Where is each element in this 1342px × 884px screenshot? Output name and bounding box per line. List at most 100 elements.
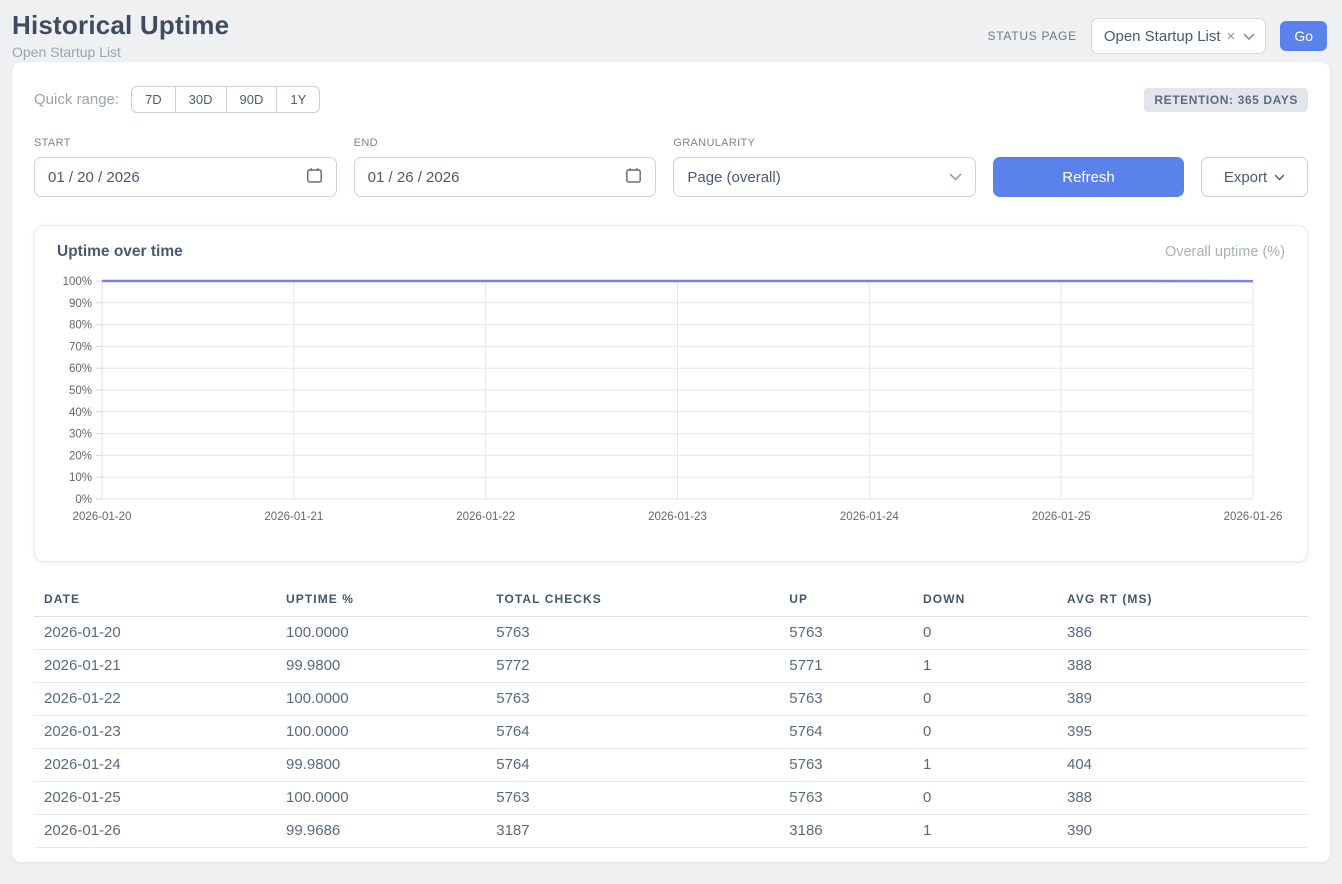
status-page-select[interactable]: Open Startup List × (1091, 18, 1267, 54)
end-date-value: 01 / 26 / 2026 (368, 169, 460, 186)
table-row: 2026-01-25100.0000576357630388 (34, 782, 1308, 815)
table-cell: 100.0000 (276, 617, 486, 650)
svg-text:2026-01-22: 2026-01-22 (456, 511, 515, 523)
table-cell: 1 (913, 650, 1057, 683)
quick-range-button-90d[interactable]: 90D (226, 86, 278, 113)
table-row: 2026-01-23100.0000576457640395 (34, 716, 1308, 749)
svg-text:30%: 30% (69, 429, 92, 441)
chevron-down-icon (1274, 169, 1285, 186)
table-cell: 2026-01-25 (34, 782, 276, 815)
status-page-value: Open Startup List (1104, 28, 1221, 45)
table-cell: 5764 (486, 749, 779, 782)
clear-selection-icon[interactable]: × (1227, 28, 1236, 45)
start-label: START (34, 137, 337, 149)
table-cell: 388 (1057, 650, 1308, 683)
calendar-icon[interactable] (625, 167, 642, 188)
svg-text:70%: 70% (69, 341, 92, 353)
quick-range-button-7d[interactable]: 7D (131, 86, 176, 113)
main-panel: Quick range: 7D30D90D1Y RETENTION: 365 D… (12, 62, 1330, 862)
table-cell: 99.9800 (276, 749, 486, 782)
uptime-chart-card: Uptime over time Overall uptime (%) 0% 10… (34, 225, 1308, 562)
quick-range-group: 7D30D90D1Y (131, 86, 320, 113)
quick-range-label: Quick range: (34, 91, 119, 108)
svg-text:2026-01-26: 2026-01-26 (1224, 511, 1283, 523)
table-cell: 5763 (779, 683, 913, 716)
column-header: UP (779, 588, 913, 617)
go-button[interactable]: Go (1280, 21, 1327, 51)
table-cell: 2026-01-23 (34, 716, 276, 749)
table-cell: 1 (913, 815, 1057, 848)
column-header: TOTAL CHECKS (486, 588, 779, 617)
table-cell: 2026-01-20 (34, 617, 276, 650)
svg-text:100%: 100% (63, 276, 92, 288)
table-cell: 404 (1057, 749, 1308, 782)
export-button[interactable]: Export (1201, 157, 1308, 197)
table-cell: 5763 (486, 617, 779, 650)
table-cell: 3187 (486, 815, 779, 848)
table-cell: 389 (1057, 683, 1308, 716)
table-row: 2026-01-2199.9800577257711388 (34, 650, 1308, 683)
table-cell: 2026-01-24 (34, 749, 276, 782)
table-cell: 100.0000 (276, 683, 486, 716)
table-cell: 5772 (486, 650, 779, 683)
table-cell: 5763 (779, 782, 913, 815)
granularity-select[interactable]: Page (overall) (673, 157, 976, 197)
svg-text:0%: 0% (75, 494, 92, 506)
svg-text:90%: 90% (69, 298, 92, 310)
export-label: Export (1224, 169, 1267, 186)
quick-range-button-1y[interactable]: 1Y (276, 86, 320, 113)
svg-text:60%: 60% (69, 363, 92, 375)
table-cell: 0 (913, 716, 1057, 749)
table-cell: 100.0000 (276, 716, 486, 749)
table-cell: 5763 (486, 683, 779, 716)
table-row: 2026-01-20100.0000576357630386 (34, 617, 1308, 650)
header-controls: STATUS PAGE Open Startup List × Go (988, 18, 1327, 54)
granularity-value: Page (overall) (687, 169, 780, 186)
svg-text:2026-01-23: 2026-01-23 (648, 511, 707, 523)
page-title: Historical Uptime (12, 10, 229, 41)
table-cell: 0 (913, 782, 1057, 815)
end-date-input[interactable]: 01 / 26 / 2026 (354, 157, 657, 197)
table-cell: 5763 (779, 617, 913, 650)
page-subtitle: Open Startup List (12, 44, 229, 60)
svg-text:2026-01-24: 2026-01-24 (840, 511, 899, 523)
top-header: Historical Uptime Open Startup List STAT… (0, 0, 1342, 62)
table-row: 2026-01-2699.9686318731861390 (34, 815, 1308, 848)
start-date-input[interactable]: 01 / 20 / 2026 (34, 157, 337, 197)
granularity-field: GRANULARITY Page (overall) (673, 137, 976, 197)
table-cell: 5764 (486, 716, 779, 749)
table-cell: 2026-01-26 (34, 815, 276, 848)
table-cell: 100.0000 (276, 782, 486, 815)
table-cell: 99.9686 (276, 815, 486, 848)
chevron-down-icon (949, 169, 962, 186)
chevron-down-icon (1243, 28, 1255, 45)
status-page-label: STATUS PAGE (988, 29, 1077, 43)
uptime-chart: 0%10%20%30%40%50%60%70%80%90%100%2026-01… (35, 269, 1307, 538)
column-header: DOWN (913, 588, 1057, 617)
table-row: 2026-01-2499.9800576457631404 (34, 749, 1308, 782)
calendar-icon[interactable] (306, 167, 323, 188)
table-cell: 2026-01-21 (34, 650, 276, 683)
table-cell: 390 (1057, 815, 1308, 848)
start-date-value: 01 / 20 / 2026 (48, 169, 140, 186)
svg-text:2026-01-25: 2026-01-25 (1032, 511, 1091, 523)
svg-text:20%: 20% (69, 450, 92, 462)
filters-row: START 01 / 20 / 2026 END 01 / 26 / 2026 … (34, 137, 1308, 197)
refresh-button[interactable]: Refresh (993, 157, 1184, 197)
table-head: DATEUPTIME %TOTAL CHECKSUPDOWNAVG RT (MS… (34, 588, 1308, 617)
table-cell: 5763 (486, 782, 779, 815)
column-header: AVG RT (MS) (1057, 588, 1308, 617)
table-cell: 0 (913, 683, 1057, 716)
svg-text:2026-01-20: 2026-01-20 (73, 511, 132, 523)
title-block: Historical Uptime Open Startup List (12, 10, 229, 60)
uptime-table: DATEUPTIME %TOTAL CHECKSUPDOWNAVG RT (MS… (34, 588, 1308, 848)
table-cell: 386 (1057, 617, 1308, 650)
svg-text:50%: 50% (69, 385, 92, 397)
svg-text:10%: 10% (69, 472, 92, 484)
start-field: START 01 / 20 / 2026 (34, 137, 337, 197)
table-cell: 5764 (779, 716, 913, 749)
chart-header: Uptime over time Overall uptime (%) (35, 226, 1307, 269)
quick-range-button-30d[interactable]: 30D (175, 86, 227, 113)
column-header: UPTIME % (276, 588, 486, 617)
retention-badge: RETENTION: 365 DAYS (1144, 88, 1308, 112)
